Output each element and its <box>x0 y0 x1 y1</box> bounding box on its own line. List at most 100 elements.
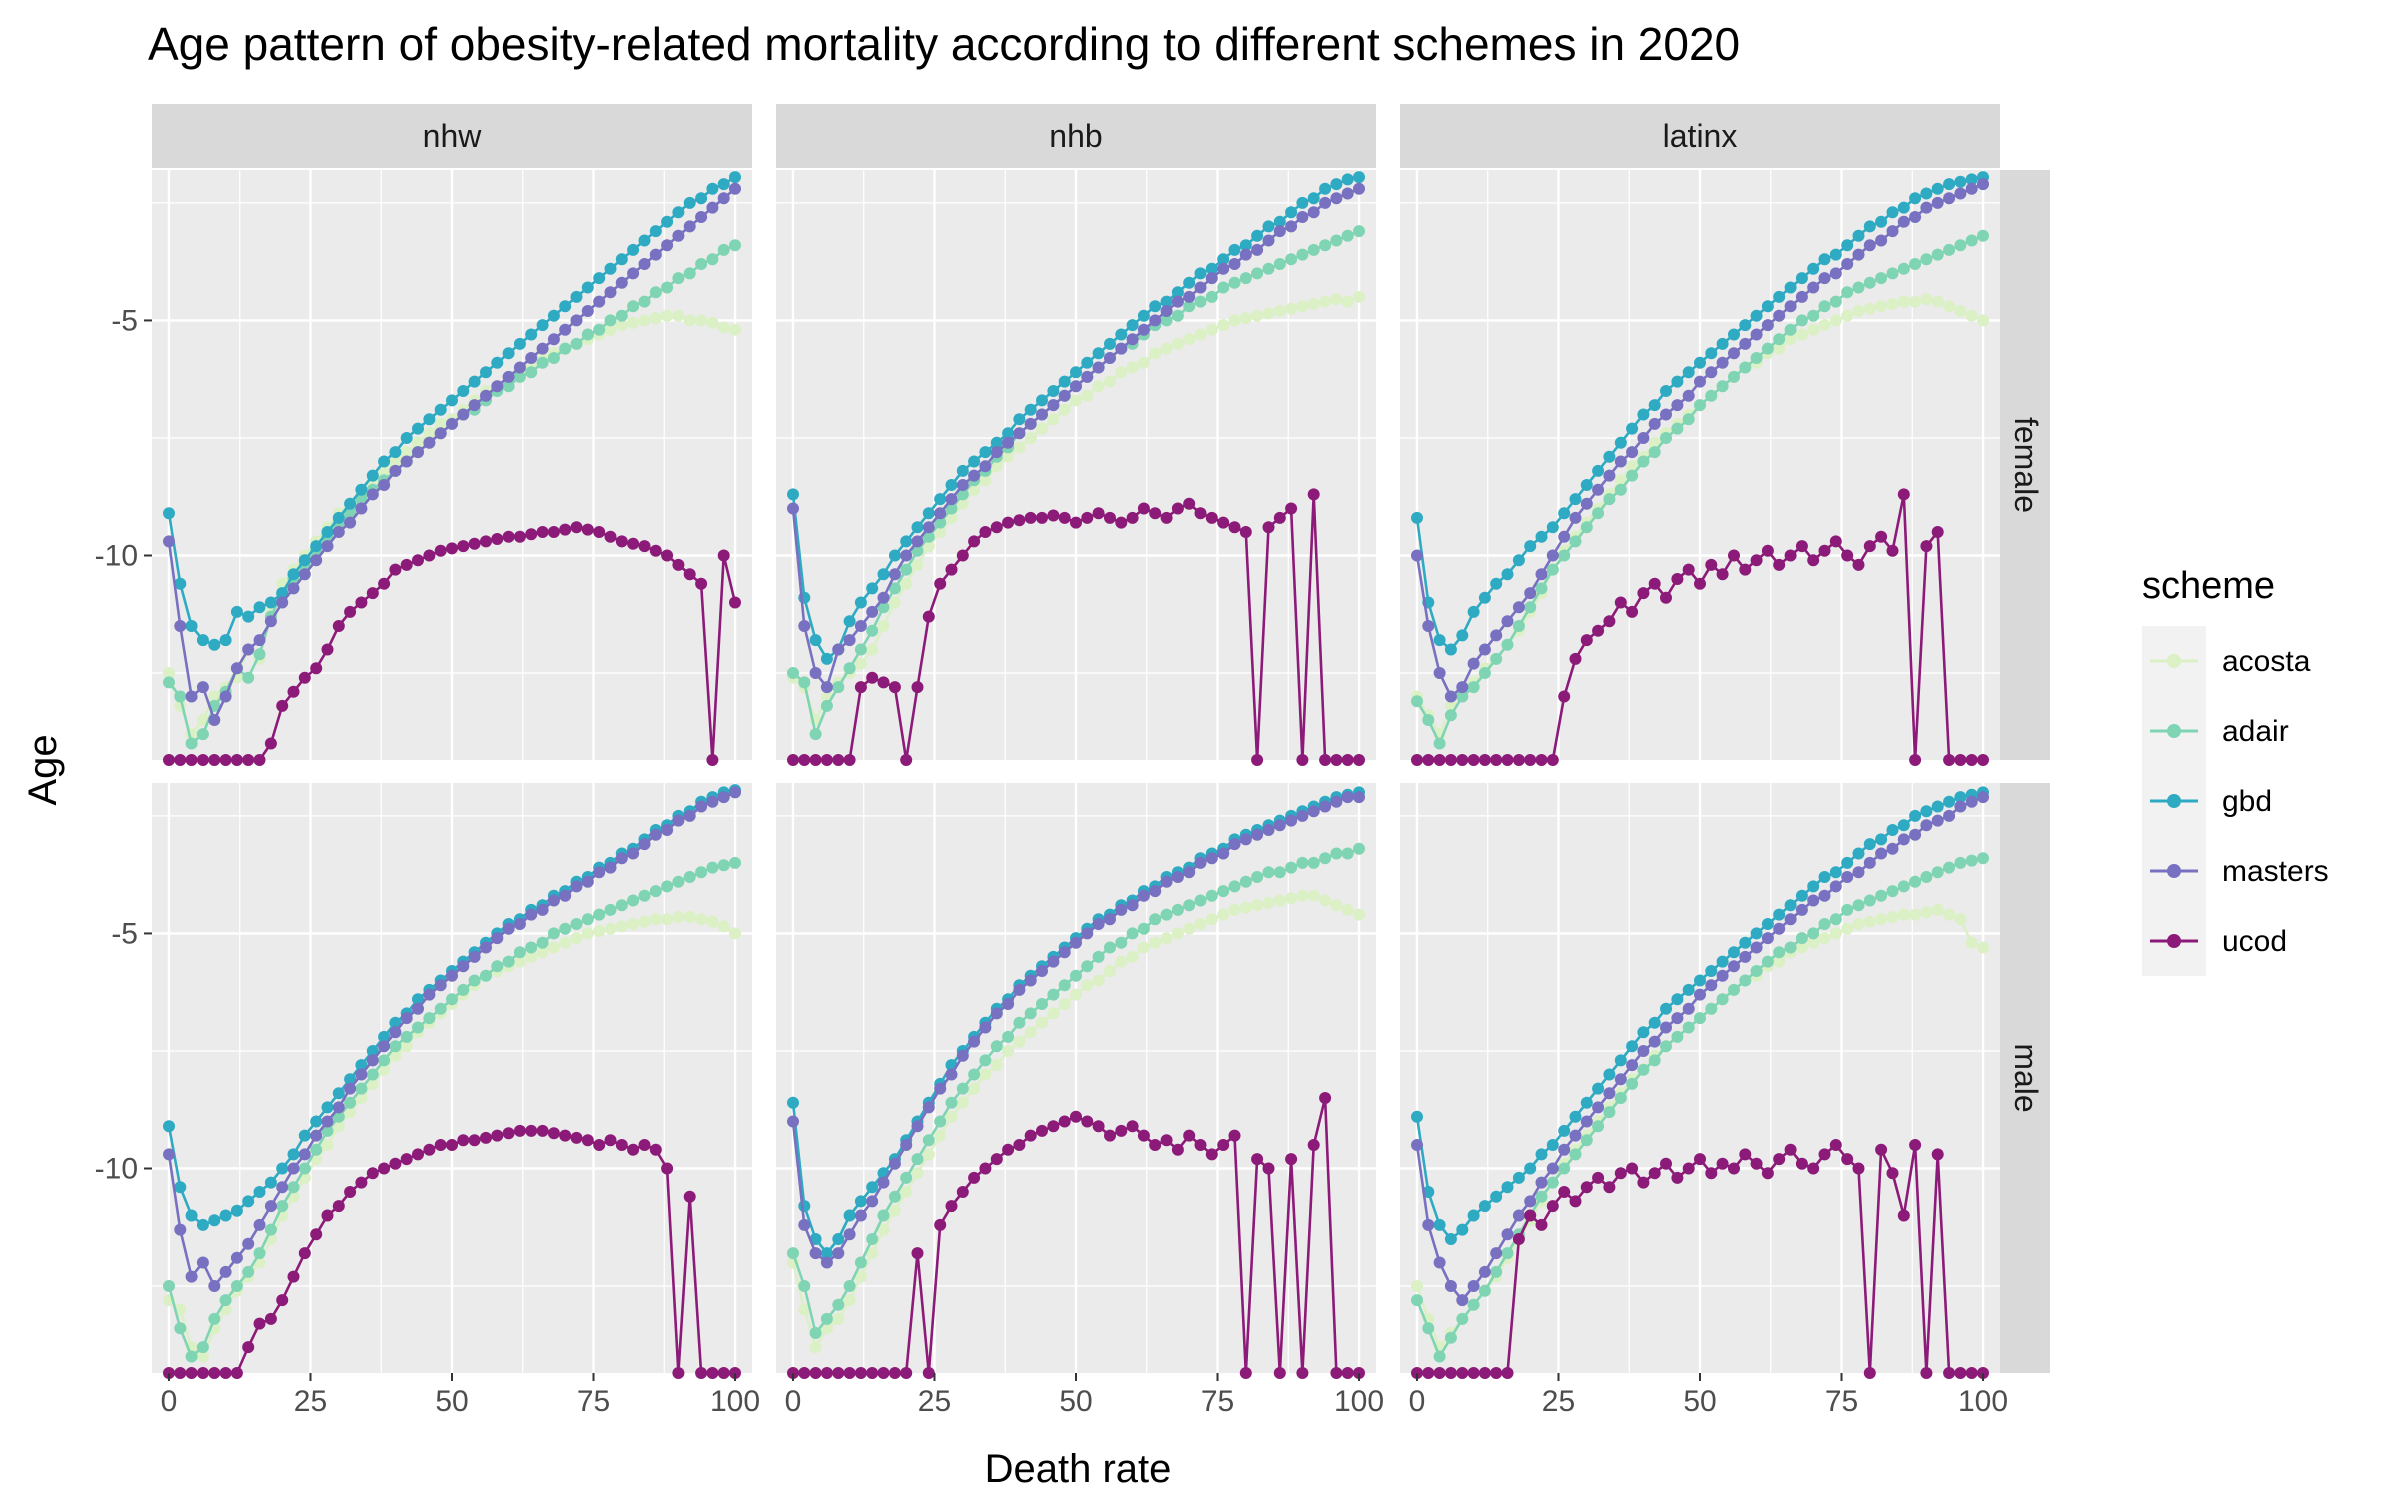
data-point-ucod <box>1795 540 1808 553</box>
data-point-gbd <box>1569 493 1582 506</box>
data-point-masters <box>581 875 594 888</box>
data-point-gbd <box>1931 800 1944 813</box>
data-point-acosta <box>888 596 901 609</box>
data-point-ucod <box>1920 1367 1933 1379</box>
x-tick-label: 0 <box>785 1385 802 1418</box>
data-point-ucod <box>1104 511 1116 524</box>
data-point-masters <box>968 469 981 482</box>
data-point-masters <box>798 1218 811 1231</box>
data-point-acosta <box>1047 413 1060 426</box>
data-point-gbd <box>1750 309 1763 322</box>
data-point-ucod <box>1296 1367 1309 1379</box>
data-point-masters <box>559 323 572 336</box>
data-point-ucod <box>1682 563 1695 576</box>
data-point-acosta <box>683 314 696 327</box>
data-point-masters <box>922 521 935 534</box>
data-point-gbd <box>457 385 470 397</box>
data-point-adair <box>196 728 209 741</box>
data-point-gbd <box>1728 328 1740 341</box>
data-point-acosta <box>208 690 221 703</box>
data-point-acosta <box>1149 347 1162 360</box>
data-point-acosta <box>1081 979 1094 992</box>
data-point-acosta <box>1205 913 1218 926</box>
data-point-adair <box>661 281 674 294</box>
series-adair <box>787 842 1365 1339</box>
data-point-acosta <box>1262 307 1275 320</box>
data-point-ucod <box>1682 1162 1695 1175</box>
data-point-ucod <box>321 1209 334 1222</box>
data-point-ucod <box>1330 754 1343 766</box>
data-point-acosta <box>1353 290 1365 303</box>
data-point-adair <box>843 1280 856 1292</box>
data-point-masters <box>423 988 436 1001</box>
data-point-gbd <box>922 507 935 520</box>
data-point-adair <box>1524 601 1537 614</box>
data-point-gbd <box>1875 833 1888 846</box>
data-point-adair <box>423 1012 436 1025</box>
data-point-ucod <box>854 681 867 694</box>
data-point-masters <box>615 852 628 865</box>
data-point-adair <box>264 1223 277 1236</box>
data-point-ucod <box>412 554 424 567</box>
data-point-gbd <box>661 215 674 228</box>
data-point-gbd <box>163 507 175 520</box>
data-point-ucod <box>547 526 560 538</box>
data-point-masters <box>230 662 243 675</box>
data-point-gbd <box>649 225 662 238</box>
data-point-ucod <box>1965 1367 1978 1379</box>
data-point-gbd <box>219 634 232 647</box>
data-point-acosta <box>1818 319 1831 332</box>
data-point-acosta <box>1171 337 1184 350</box>
data-point-ucod <box>1319 1092 1332 1104</box>
row-strip-female <box>2000 170 2050 760</box>
data-point-ucod <box>661 549 674 562</box>
x-tick-label: 0 <box>161 1385 178 1418</box>
data-point-gbd <box>911 521 924 534</box>
data-point-ucod <box>1081 511 1094 524</box>
data-point-ucod <box>1047 1120 1060 1133</box>
data-point-masters <box>1569 1129 1582 1142</box>
data-point-gbd <box>1047 385 1060 397</box>
data-point-gbd <box>1716 337 1729 350</box>
data-point-masters <box>1773 922 1786 935</box>
data-point-gbd <box>1330 178 1343 191</box>
data-point-masters <box>1115 903 1128 916</box>
data-point-masters <box>1353 791 1365 804</box>
data-point-masters <box>570 880 583 893</box>
data-point-masters <box>798 620 811 632</box>
data-point-gbd <box>468 375 481 388</box>
data-point-adair <box>1739 361 1752 374</box>
data-point-masters <box>729 182 741 195</box>
data-point-masters <box>1194 281 1207 294</box>
data-point-ucod <box>1205 1148 1218 1161</box>
data-point-adair <box>1070 969 1082 982</box>
legend-title: scheme <box>2142 565 2275 607</box>
data-point-adair <box>310 1143 323 1156</box>
data-point-ucod <box>457 1134 470 1147</box>
data-point-ucod <box>502 1127 515 1140</box>
data-point-gbd <box>163 1120 175 1133</box>
data-point-acosta <box>1194 328 1207 341</box>
data-point-masters <box>661 239 674 252</box>
data-point-acosta <box>1330 293 1343 306</box>
data-point-acosta <box>820 1322 833 1335</box>
data-point-masters <box>888 568 901 581</box>
data-point-adair <box>832 1298 845 1311</box>
data-point-masters <box>1467 657 1480 670</box>
data-point-ucod <box>1341 754 1354 766</box>
data-point-ucod <box>1750 554 1763 567</box>
data-point-adair <box>1058 979 1071 992</box>
data-point-ucod <box>434 1139 447 1151</box>
data-point-adair <box>1262 866 1275 879</box>
data-point-gbd <box>979 446 992 459</box>
data-point-acosta <box>196 714 209 726</box>
data-point-ucod <box>1239 526 1252 538</box>
data-point-masters <box>1818 272 1831 285</box>
data-point-ucod <box>1671 1171 1684 1184</box>
data-point-gbd <box>1852 229 1865 242</box>
data-point-adair <box>979 1054 992 1067</box>
data-point-ucod <box>1070 516 1082 529</box>
data-point-gbd <box>310 1115 323 1128</box>
data-point-acosta <box>378 1063 391 1076</box>
data-point-masters <box>1795 903 1808 916</box>
